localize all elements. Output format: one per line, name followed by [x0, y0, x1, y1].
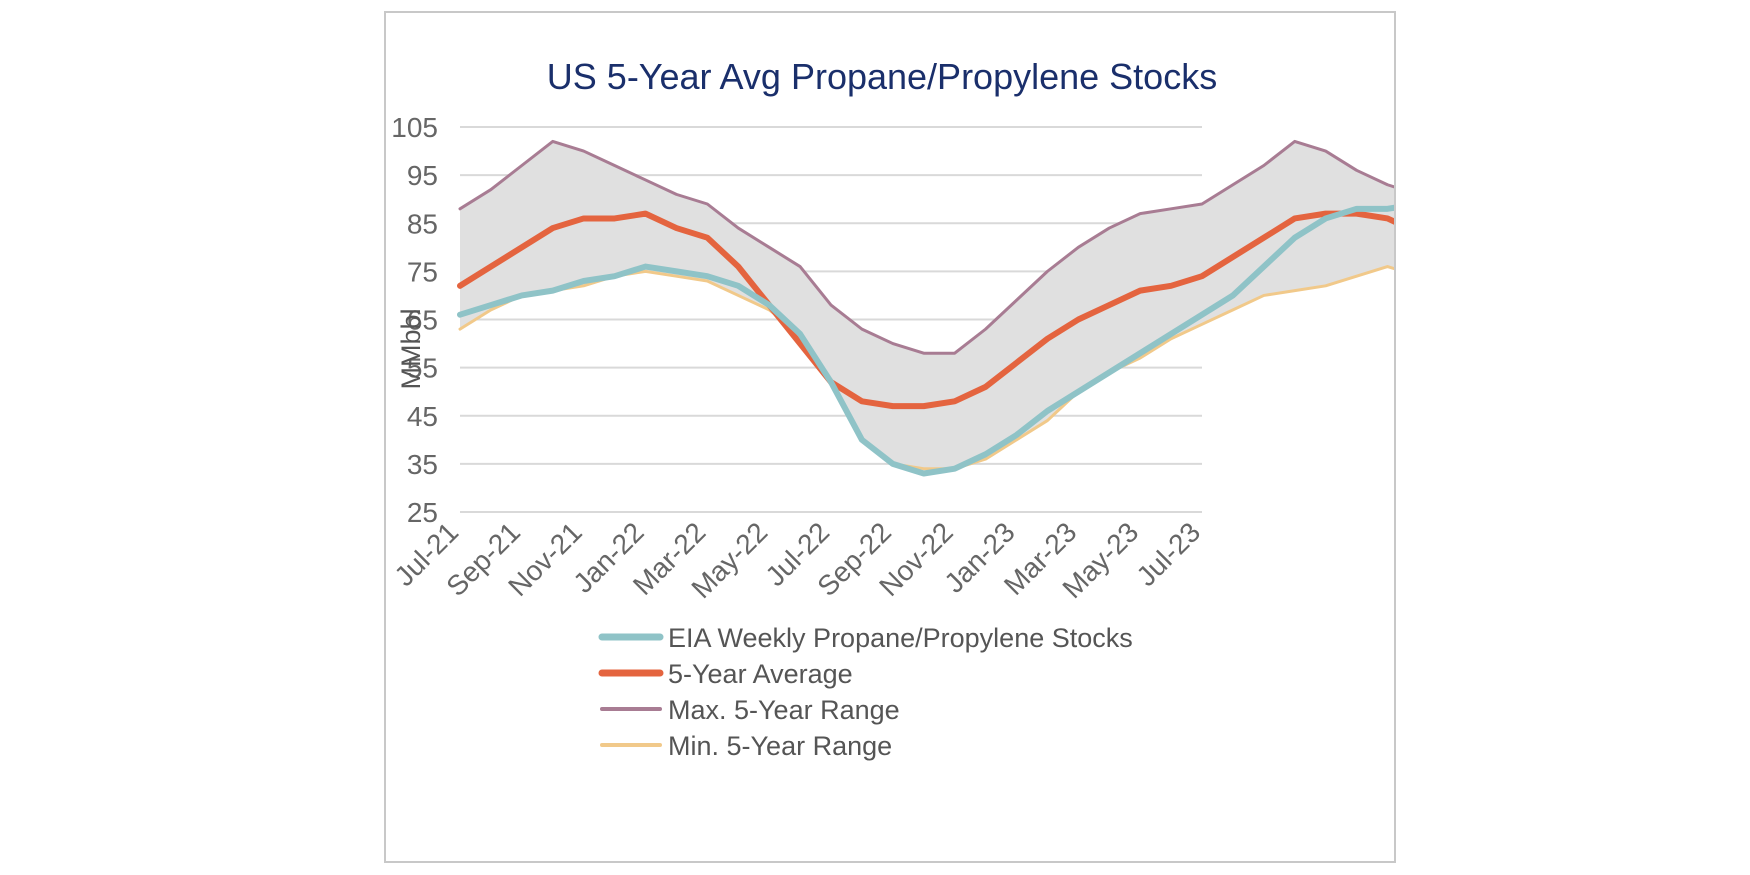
series-line-3: [458, 265, 1394, 471]
y-tick-label: 45: [407, 401, 438, 432]
x-tick-label: Jul-23: [1130, 516, 1206, 592]
series-line-0: [457, 204, 1394, 477]
series-line-2: [458, 139, 1394, 355]
y-tick-label: 75: [407, 256, 438, 287]
y-tick-label: 85: [407, 208, 438, 239]
y-axis-label: MMbbl: [396, 308, 426, 389]
y-tick-label: 65: [407, 305, 438, 336]
y-axis-ticks: 105 95 85 75 65 55 45 35 25: [391, 112, 438, 528]
y-tick-label: 25: [407, 497, 438, 528]
chart-canvas: US 5-Year Avg Propane/Propylene Stocks 1…: [388, 56, 1394, 761]
legend-label: 5-Year Average: [668, 659, 853, 689]
legend-label: Max. 5-Year Range: [668, 695, 900, 725]
x-axis-ticks: Jul-21Sep-21Nov-21Jan-22Mar-22May-22Jul-…: [388, 516, 1206, 604]
legend-label: Min. 5-Year Range: [668, 731, 892, 761]
chart-frame: US 5-Year Avg Propane/Propylene Stocks 1…: [384, 11, 1396, 863]
chart-title: US 5-Year Avg Propane/Propylene Stocks: [547, 56, 1217, 97]
series-lines: [457, 139, 1394, 477]
five-year-range-band: [460, 141, 1394, 469]
y-tick-label: 35: [407, 449, 438, 480]
legend-label: EIA Weekly Propane/Propylene Stocks: [668, 623, 1133, 653]
series-line-1: [457, 210, 1394, 410]
y-tick-label: 55: [407, 353, 438, 384]
y-tick-label: 95: [407, 160, 438, 191]
y-tick-label: 105: [391, 112, 438, 143]
legend: EIA Weekly Propane/Propylene Stocks 5-Yea…: [598, 623, 1133, 761]
